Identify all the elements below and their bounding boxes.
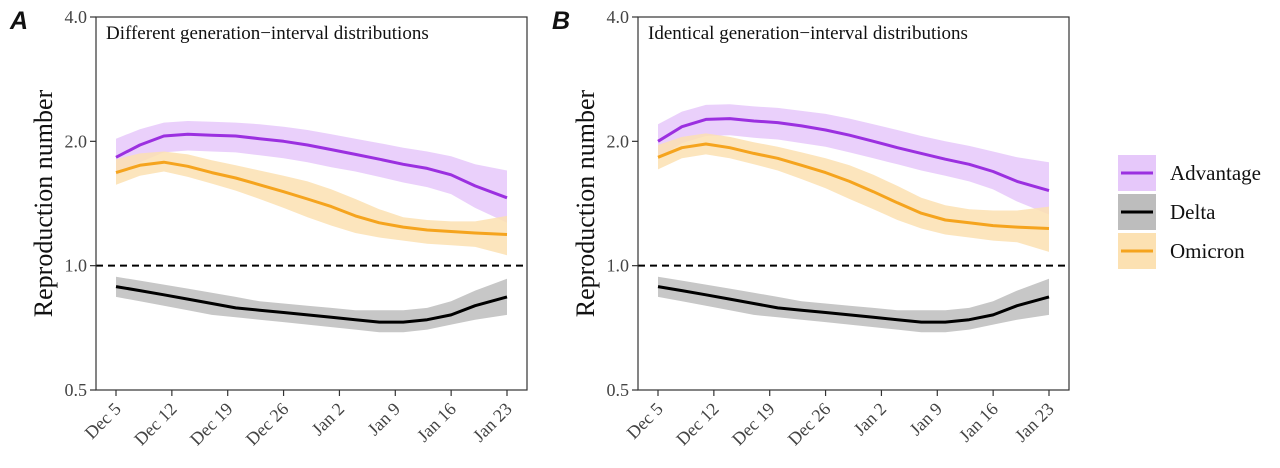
plot-frame <box>95 16 528 391</box>
x-tick-label: Dec 5 <box>623 399 667 443</box>
legend-label: Advantage <box>1170 161 1261 185</box>
y-tick-label: 4.0 <box>607 7 630 27</box>
x-tick-label: Jan 9 <box>363 399 404 440</box>
y-tick-label: 2.0 <box>65 131 88 151</box>
legend-item-delta: Delta <box>1118 194 1216 230</box>
band-delta <box>658 276 1049 333</box>
x-tick-label: Dec 26 <box>242 399 293 450</box>
legend: Advantage Delta Omicron <box>1118 155 1261 269</box>
y-tick-label: 0.5 <box>65 380 88 400</box>
x-tick-label: Dec 19 <box>186 399 237 450</box>
x-tick-label: Jan 2 <box>308 399 349 440</box>
legend-label: Delta <box>1170 200 1216 224</box>
panel-b: 0.5 1.0 2.0 4.0 Dec 5 Dec 12 Dec 19 Dec 26 Jan 2… <box>552 7 1070 450</box>
y-tick-label: 1.0 <box>607 256 630 276</box>
x-tick-label: Jan 9 <box>905 399 946 440</box>
x-tick-label: Jan 23 <box>469 399 516 446</box>
panel-title: Different generation−interval distributi… <box>106 23 429 44</box>
x-tick-label: Jan 16 <box>955 399 1002 446</box>
band-advantage <box>658 104 1049 215</box>
panel-label: A <box>9 7 28 35</box>
x-tick-label: Dec 12 <box>672 399 723 450</box>
y-tick-label: 4.0 <box>65 7 88 27</box>
x-tick-label: Jan 2 <box>850 399 891 440</box>
x-tick-label: Dec 26 <box>784 399 835 450</box>
x-tick-label: Dec 12 <box>130 399 181 450</box>
y-tick-label: 0.5 <box>607 380 630 400</box>
x-tick-label: Jan 16 <box>413 399 460 446</box>
panel-title: Identical generation−interval distributi… <box>648 23 968 44</box>
y-tick-label: 1.0 <box>65 256 88 276</box>
y-tick-label: 2.0 <box>607 131 630 151</box>
band-delta <box>116 276 507 333</box>
legend-item-advantage: Advantage <box>1118 155 1261 191</box>
line-omicron <box>657 142 1050 230</box>
y-axis-label: Reproduction number <box>571 89 600 317</box>
x-tick-label: Dec 5 <box>81 399 125 443</box>
legend-item-omicron: Omicron <box>1118 233 1245 269</box>
line-delta <box>115 285 508 324</box>
x-tick-label: Jan 23 <box>1011 399 1058 446</box>
line-delta <box>657 285 1050 324</box>
line-omicron <box>115 160 508 236</box>
legend-label: Omicron <box>1170 239 1245 263</box>
panel-a: 0.5 1.0 2.0 4.0 Dec 5 Dec 12 Dec 19 Dec 26 Jan 2… <box>9 7 528 450</box>
plot-frame <box>637 16 1070 391</box>
x-tick-label: Dec 19 <box>728 399 779 450</box>
band-advantage <box>116 121 507 223</box>
line-advantage <box>657 117 1050 193</box>
line-advantage <box>115 132 508 200</box>
band-omicron <box>658 133 1049 252</box>
panel-label: B <box>552 7 570 35</box>
y-axis-label: Reproduction number <box>29 89 58 317</box>
